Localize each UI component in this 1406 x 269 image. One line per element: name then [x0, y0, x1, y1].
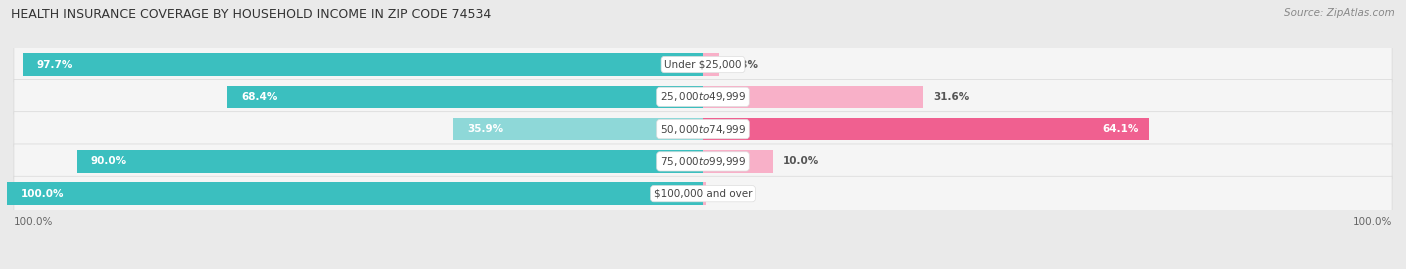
Text: 100.0%: 100.0%	[21, 189, 65, 199]
Bar	[226, 86, 703, 108]
Text: 35.9%: 35.9%	[467, 124, 503, 134]
Bar	[703, 150, 773, 173]
Text: Source: ZipAtlas.com: Source: ZipAtlas.com	[1284, 8, 1395, 18]
Text: 97.7%: 97.7%	[37, 59, 73, 70]
Text: Under $25,000: Under $25,000	[664, 59, 742, 70]
Text: $25,000 to $49,999: $25,000 to $49,999	[659, 90, 747, 103]
Text: $100,000 and over: $100,000 and over	[654, 189, 752, 199]
Bar	[22, 53, 703, 76]
FancyBboxPatch shape	[14, 144, 1392, 179]
Text: 2.3%: 2.3%	[730, 59, 758, 70]
Bar	[7, 182, 703, 205]
FancyBboxPatch shape	[14, 47, 1392, 82]
FancyBboxPatch shape	[14, 176, 1392, 211]
Text: 31.6%: 31.6%	[934, 92, 970, 102]
Text: 68.4%: 68.4%	[240, 92, 277, 102]
FancyBboxPatch shape	[14, 112, 1392, 147]
Bar	[703, 182, 706, 205]
Text: 90.0%: 90.0%	[90, 156, 127, 167]
Bar	[703, 86, 922, 108]
Text: $50,000 to $74,999: $50,000 to $74,999	[659, 123, 747, 136]
Text: 100.0%: 100.0%	[1353, 217, 1392, 227]
Text: 100.0%: 100.0%	[14, 217, 53, 227]
Bar	[703, 53, 718, 76]
Text: 64.1%: 64.1%	[1102, 124, 1139, 134]
Text: 0.0%: 0.0%	[717, 189, 747, 199]
Text: HEALTH INSURANCE COVERAGE BY HOUSEHOLD INCOME IN ZIP CODE 74534: HEALTH INSURANCE COVERAGE BY HOUSEHOLD I…	[11, 8, 492, 21]
Bar	[453, 118, 703, 140]
Text: 10.0%: 10.0%	[783, 156, 820, 167]
Bar	[703, 118, 1149, 140]
Bar	[76, 150, 703, 173]
FancyBboxPatch shape	[14, 79, 1392, 114]
Text: $75,000 to $99,999: $75,000 to $99,999	[659, 155, 747, 168]
